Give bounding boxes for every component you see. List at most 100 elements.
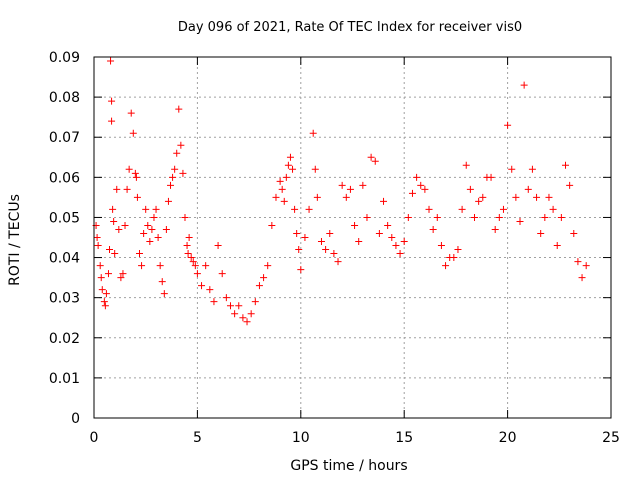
data-point <box>210 298 218 306</box>
data-point <box>173 149 181 157</box>
data-point <box>218 270 226 278</box>
y-tick-label: 0.01 <box>49 371 80 387</box>
data-point <box>102 290 110 298</box>
data-point <box>272 193 280 201</box>
data-point <box>181 213 189 221</box>
data-point <box>359 181 367 189</box>
data-point <box>94 242 102 250</box>
data-point <box>164 197 172 205</box>
data-point <box>291 205 299 213</box>
data-point <box>429 225 437 233</box>
data-point <box>177 141 185 149</box>
data-point <box>183 242 191 250</box>
data-point <box>454 246 462 254</box>
data-point <box>106 246 114 254</box>
data-point <box>108 97 116 105</box>
data-point <box>326 229 334 237</box>
data-point <box>566 181 574 189</box>
data-point <box>97 274 105 282</box>
y-tick-label: 0.02 <box>49 331 80 347</box>
data-point <box>167 181 175 189</box>
data-point <box>189 258 197 266</box>
data-point <box>184 250 192 258</box>
data-point <box>301 234 309 241</box>
data-point <box>278 185 286 193</box>
data-point <box>578 274 586 282</box>
x-tick-label: 15 <box>395 430 413 446</box>
data-point <box>487 173 495 181</box>
data-point <box>280 197 288 205</box>
data-point <box>471 213 479 221</box>
data-point <box>255 282 263 290</box>
data-point <box>380 197 388 205</box>
data-point <box>297 266 305 274</box>
data-point <box>198 282 206 290</box>
data-point <box>520 81 528 89</box>
data-point <box>442 262 450 270</box>
data-points <box>92 57 590 326</box>
data-point <box>417 181 425 189</box>
y-tick-label: 0.05 <box>49 210 80 226</box>
data-point <box>268 221 276 229</box>
data-point <box>305 205 313 213</box>
data-point <box>528 165 536 173</box>
data-point <box>138 262 146 270</box>
data-point <box>104 270 112 278</box>
data-point <box>363 213 371 221</box>
data-point <box>111 250 119 258</box>
data-point <box>537 229 545 237</box>
data-point <box>322 246 330 254</box>
data-point <box>508 165 516 173</box>
data-point <box>156 262 164 270</box>
data-point <box>557 213 565 221</box>
data-point <box>437 242 445 250</box>
data-point <box>175 105 183 113</box>
data-point <box>367 153 375 161</box>
data-point <box>491 225 499 233</box>
x-tick-label: 5 <box>193 430 202 446</box>
data-point <box>152 205 160 213</box>
data-point <box>562 161 570 169</box>
data-point <box>101 302 109 310</box>
data-point <box>384 221 392 229</box>
data-point <box>193 270 201 278</box>
data-point <box>133 193 141 201</box>
y-axis-ticks: 0 0.01 0.02 0.03 0.04 0.05 0.06 0.07 0.08 0.09 <box>49 50 611 427</box>
data-point <box>512 193 520 201</box>
x-tick-label: 25 <box>602 430 620 446</box>
data-point <box>144 221 152 229</box>
data-point <box>96 262 104 270</box>
data-point <box>169 173 177 181</box>
data-point <box>284 161 292 169</box>
data-point <box>251 298 259 306</box>
data-point <box>433 213 441 221</box>
data-point <box>533 193 541 201</box>
data-point <box>214 242 222 250</box>
data-point <box>113 185 121 193</box>
data-point <box>286 153 294 161</box>
data-point <box>160 290 168 298</box>
x-axis-ticks: 0 5 10 15 20 25 <box>90 57 620 446</box>
data-point <box>115 225 123 233</box>
data-point <box>243 318 251 326</box>
data-point <box>408 189 416 197</box>
data-point <box>574 258 582 266</box>
data-point <box>121 221 129 229</box>
y-tick-label: 0.07 <box>49 130 80 146</box>
data-point <box>131 169 139 177</box>
x-tick-label: 10 <box>292 430 310 446</box>
data-point <box>355 238 363 246</box>
y-tick-label: 0 <box>71 411 80 427</box>
data-point <box>108 117 116 125</box>
data-point <box>93 234 101 241</box>
data-point <box>295 246 303 254</box>
data-point <box>119 270 127 278</box>
data-point <box>235 302 243 310</box>
data-point <box>425 205 433 213</box>
data-point <box>264 262 272 270</box>
data-point <box>140 229 148 237</box>
data-point <box>187 254 195 262</box>
data-point <box>396 250 404 258</box>
data-point <box>462 161 470 169</box>
